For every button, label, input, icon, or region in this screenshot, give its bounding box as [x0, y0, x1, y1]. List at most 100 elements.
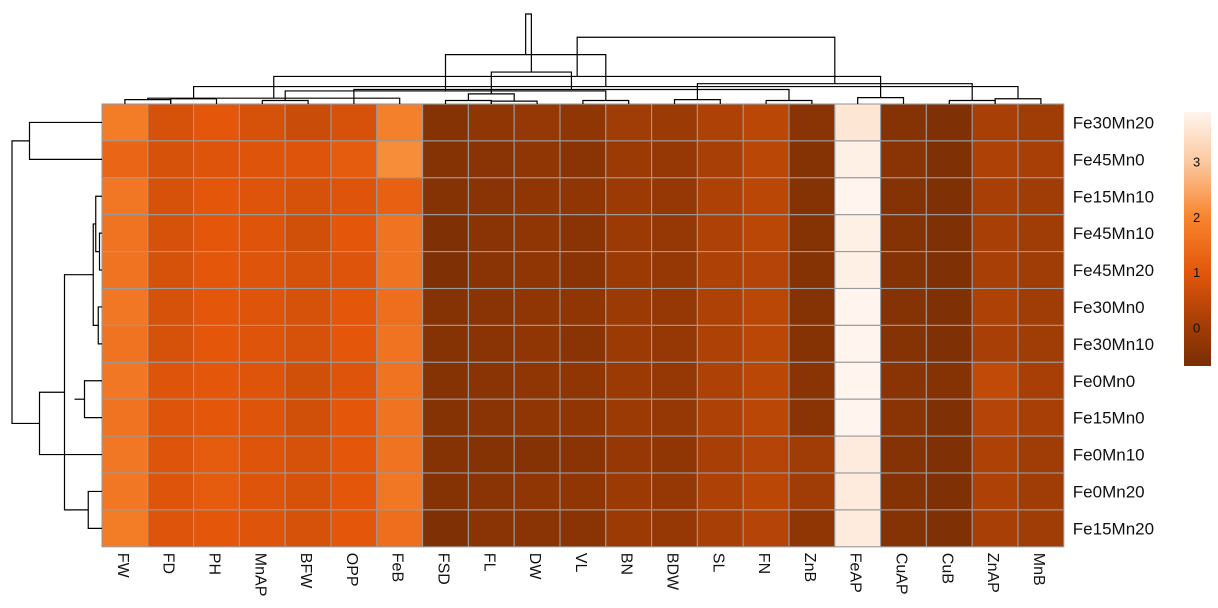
color-legend-bar	[1184, 112, 1211, 366]
heatmap-cell	[238, 509, 286, 548]
heatmap-cell	[834, 398, 882, 437]
dendrogram-branch	[994, 98, 1042, 104]
heatmap-cell	[238, 287, 286, 326]
heatmap-cell	[834, 287, 882, 326]
heatmap-cell	[193, 324, 240, 363]
heatmap-cell	[880, 324, 927, 363]
heatmap-cell	[147, 472, 195, 511]
heatmap-cell	[193, 398, 240, 437]
heatmap-cell	[330, 103, 378, 142]
heatmap-cell	[376, 251, 424, 290]
heatmap-cell	[834, 214, 882, 253]
heatmap-cell	[605, 472, 653, 511]
dendrogram-branch	[11, 140, 40, 425]
heatmap-cell	[238, 140, 286, 179]
heatmap-cell	[513, 398, 561, 437]
dendrogram-branch	[170, 98, 218, 104]
heatmap-cell	[834, 324, 882, 363]
heatmap-cell	[330, 140, 378, 179]
heatmap-cell	[834, 472, 882, 511]
heatmap-cell	[467, 435, 515, 474]
heatmap-cell	[376, 177, 424, 216]
heatmap-cell	[376, 435, 424, 474]
heatmap-cell	[880, 103, 927, 142]
heatmap-cell	[422, 103, 469, 142]
heatmap-cell	[513, 103, 561, 142]
heatmap-cell	[559, 251, 607, 290]
heatmap-cell	[651, 177, 698, 216]
heatmap-cell	[422, 140, 469, 179]
heatmap-cell	[376, 472, 424, 511]
heatmap-cell	[513, 177, 561, 216]
heatmap-cell	[742, 509, 790, 548]
column-labels: FW FD PH MnAP BFW OPP FeB FSD FL DW VL BN BDW SL FN ZnB…	[114, 553, 1047, 597]
column-label: BFW	[297, 553, 314, 589]
heatmap-cell	[651, 251, 698, 290]
column-label: BN	[618, 553, 635, 575]
heatmap-cell	[1017, 324, 1065, 363]
heatmap-cell	[742, 472, 790, 511]
heatmap-cell	[330, 214, 378, 253]
heatmap-cell	[788, 177, 836, 216]
heatmap-cell	[834, 177, 882, 216]
heatmap-cell	[971, 509, 1019, 548]
heatmap-cell	[696, 214, 744, 253]
heatmap-cell	[422, 509, 469, 548]
column-label: VL	[572, 553, 589, 573]
heatmap-cell	[330, 435, 378, 474]
heatmap-cell	[101, 103, 149, 142]
heatmap-cell	[376, 103, 424, 142]
heatmap-cell	[513, 361, 561, 400]
heatmap-cell	[605, 103, 653, 142]
heatmap-cell	[696, 509, 744, 548]
heatmap-cell	[284, 361, 332, 400]
heatmap-cell	[193, 509, 240, 548]
heatmap-cell	[467, 324, 515, 363]
heatmap-cell	[788, 435, 836, 474]
heatmap-cell	[559, 177, 607, 216]
row-label: Fe15Mn20	[1073, 519, 1154, 538]
column-label: FeAP	[847, 553, 864, 593]
heatmap-cell	[238, 103, 286, 142]
heatmap-cell	[925, 398, 973, 437]
heatmap-cell	[1017, 435, 1065, 474]
heatmap-cell	[788, 140, 836, 179]
dendrogram-branch	[95, 195, 102, 253]
column-label: PH	[206, 553, 223, 575]
column-label: FN	[755, 553, 772, 574]
heatmap-cell	[513, 287, 561, 326]
column-label: DW	[526, 553, 543, 581]
legend-tick-label: 3	[1193, 155, 1200, 170]
heatmap-cell	[193, 214, 240, 253]
heatmap-cell	[788, 214, 836, 253]
dendrogram-branch	[525, 13, 532, 73]
heatmap-cell	[147, 251, 195, 290]
heatmap-cell	[880, 509, 927, 548]
heatmap-cell	[1017, 361, 1065, 400]
heatmap-cell	[1017, 103, 1065, 142]
heatmap-cell	[742, 103, 790, 142]
heatmap-cell	[193, 251, 240, 290]
heatmap-cell	[696, 361, 744, 400]
heatmap-cell	[742, 140, 790, 179]
row-label: Fe45Mn20	[1073, 261, 1154, 280]
heatmap-cell	[330, 177, 378, 216]
heatmap-cell	[330, 509, 378, 548]
heatmap-cell	[147, 398, 195, 437]
dendrogram-branch	[576, 36, 836, 84]
heatmap-cell	[284, 398, 332, 437]
column-label: MnB	[1030, 553, 1047, 586]
heatmap-cell	[467, 214, 515, 253]
heatmap-cell	[1017, 140, 1065, 179]
dendrogram-branch	[147, 97, 401, 104]
heatmap-cell	[238, 324, 286, 363]
heatmap-cell	[834, 140, 882, 179]
heatmap-cell	[1017, 509, 1065, 548]
heatmap-cell	[651, 140, 698, 179]
heatmap-cell	[696, 140, 744, 179]
heatmap-cell	[147, 177, 195, 216]
heatmap-cell	[467, 177, 515, 216]
dendrogram-branch	[87, 490, 102, 529]
heatmap-cell	[971, 472, 1019, 511]
